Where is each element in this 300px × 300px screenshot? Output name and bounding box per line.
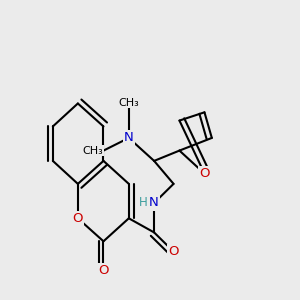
Text: H: H bbox=[139, 196, 147, 209]
Text: O: O bbox=[98, 264, 109, 277]
Text: N: N bbox=[149, 196, 159, 209]
Text: CH₃: CH₃ bbox=[83, 146, 104, 156]
Text: O: O bbox=[199, 167, 210, 180]
Text: N: N bbox=[124, 131, 134, 144]
Text: O: O bbox=[168, 245, 179, 258]
Text: O: O bbox=[73, 212, 83, 225]
Text: CH₃: CH₃ bbox=[118, 98, 139, 108]
